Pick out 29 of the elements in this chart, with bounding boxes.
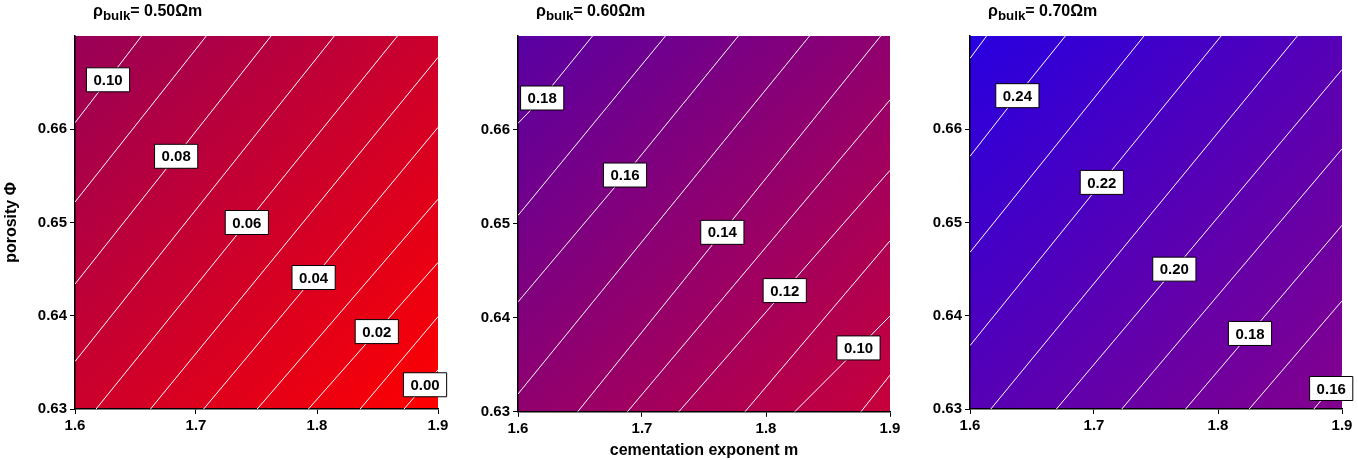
x-tick-label: 1.6 bbox=[64, 416, 86, 434]
x-tick-label: 1.6 bbox=[507, 418, 529, 436]
y-tick-label: 0.66 bbox=[37, 119, 67, 137]
chart-title: ρ$_{bulk}$= 0.70Ωm bbox=[988, 2, 1098, 24]
x-tick-label: 1.9 bbox=[1331, 416, 1353, 434]
x-tick-label: 1.7 bbox=[185, 416, 207, 434]
x-tick-label: 1.9 bbox=[879, 418, 901, 436]
y-tick-label: 0.63 bbox=[932, 399, 962, 417]
y-tick-label: 0.65 bbox=[37, 212, 67, 230]
y-tick-label: 0.64 bbox=[480, 307, 511, 325]
x-tick-label: 1.6 bbox=[959, 416, 981, 434]
y-tick-label: 0.64 bbox=[37, 305, 68, 323]
y-tick-label: 0.64 bbox=[932, 305, 963, 323]
y-tick-label: 0.66 bbox=[932, 119, 962, 137]
y-tick-label: 0.66 bbox=[480, 120, 510, 138]
x-tick-label: 1.8 bbox=[755, 418, 777, 436]
x-tick-label: 1.9 bbox=[427, 416, 449, 434]
y-tick-label: 0.63 bbox=[37, 399, 67, 417]
chart-title: ρ$_{bulk}$= 0.60Ωm bbox=[536, 2, 646, 24]
y-axis-title: porosity Φ bbox=[2, 182, 20, 263]
x-tick-label: 1.7 bbox=[631, 418, 653, 436]
x-tick-label: 1.7 bbox=[1083, 416, 1105, 434]
y-tick-label: 0.65 bbox=[480, 214, 510, 232]
x-tick-label: 1.8 bbox=[1207, 416, 1229, 434]
chart-title: ρ$_{bulk}$= 0.50Ωm bbox=[93, 2, 203, 24]
x-axis-title: cementation exponent m bbox=[609, 440, 799, 458]
y-tick-label: 0.63 bbox=[480, 401, 510, 419]
y-tick-label: 0.65 bbox=[932, 212, 962, 230]
x-tick-label: 1.8 bbox=[306, 416, 328, 434]
